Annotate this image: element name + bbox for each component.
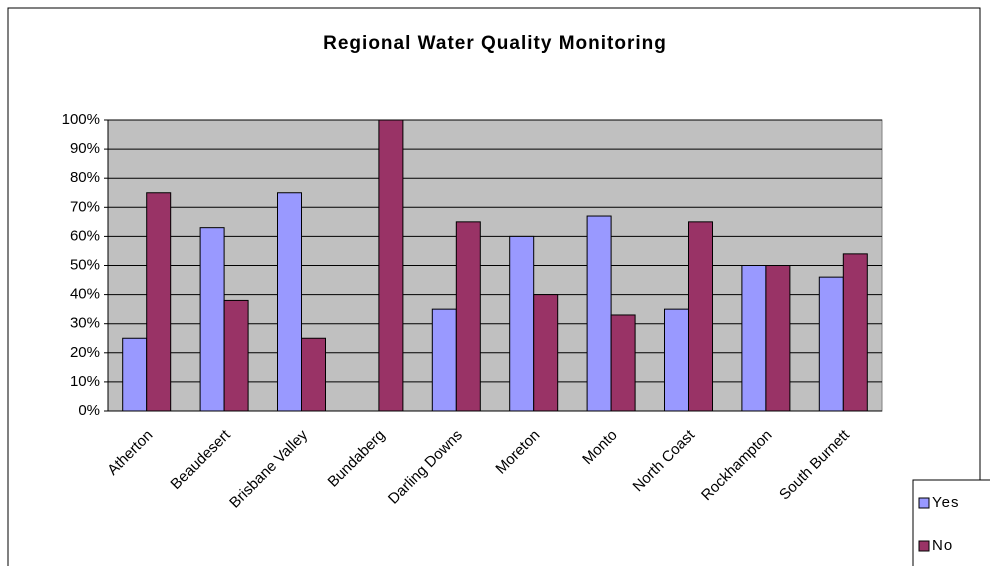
bar [199, 227, 225, 412]
bar [301, 337, 326, 412]
bar [223, 299, 249, 412]
y-tick-label: 40% [70, 286, 100, 303]
bar [509, 235, 535, 412]
legend-label: No [932, 537, 953, 554]
bar [610, 314, 636, 412]
x-tick-label: Rockhampton [698, 427, 775, 504]
legend-swatch [918, 497, 930, 509]
bar [842, 253, 868, 412]
y-tick-label: 50% [70, 256, 100, 273]
bar [586, 215, 612, 412]
bar [378, 119, 404, 412]
chart-border [7, 7, 981, 566]
x-tick-label: Atherton [104, 427, 156, 479]
y-tick-label: 70% [70, 198, 100, 215]
bar [664, 308, 689, 412]
x-tick-label: North Coast [630, 426, 699, 495]
chart-title: Regional Water Quality Monitoring [323, 33, 667, 54]
bar [688, 221, 713, 412]
x-tick-label: Brisbane Valley [226, 426, 311, 511]
x-tick-label: South Burnett [776, 426, 853, 503]
legend-label: Yes [932, 494, 959, 511]
bar [765, 265, 791, 412]
legend-box [912, 479, 990, 566]
x-tick-label: Moreton [492, 427, 543, 478]
bar [741, 265, 767, 412]
legend-swatch [918, 540, 930, 552]
x-tick-label: Monto [579, 427, 621, 469]
y-tick-label: 90% [70, 140, 100, 157]
y-tick-label: 80% [70, 169, 100, 186]
y-tick-label: 60% [70, 227, 100, 244]
y-tick-label: 30% [70, 315, 100, 332]
x-tick-label: Beaudesert [167, 426, 234, 493]
y-tick-label: 100% [62, 111, 100, 128]
y-tick-label: 20% [70, 344, 100, 361]
bar [431, 308, 457, 412]
x-tick-label: Bundaberg [325, 427, 389, 491]
bar [122, 337, 148, 412]
x-tick-label: Darling Downs [385, 427, 466, 508]
bar [455, 221, 481, 412]
bar [146, 192, 172, 412]
y-tick-label: 10% [70, 373, 100, 390]
bar [533, 294, 559, 412]
bar [818, 276, 844, 412]
bar [277, 192, 302, 412]
y-tick-label: 0% [78, 402, 100, 419]
